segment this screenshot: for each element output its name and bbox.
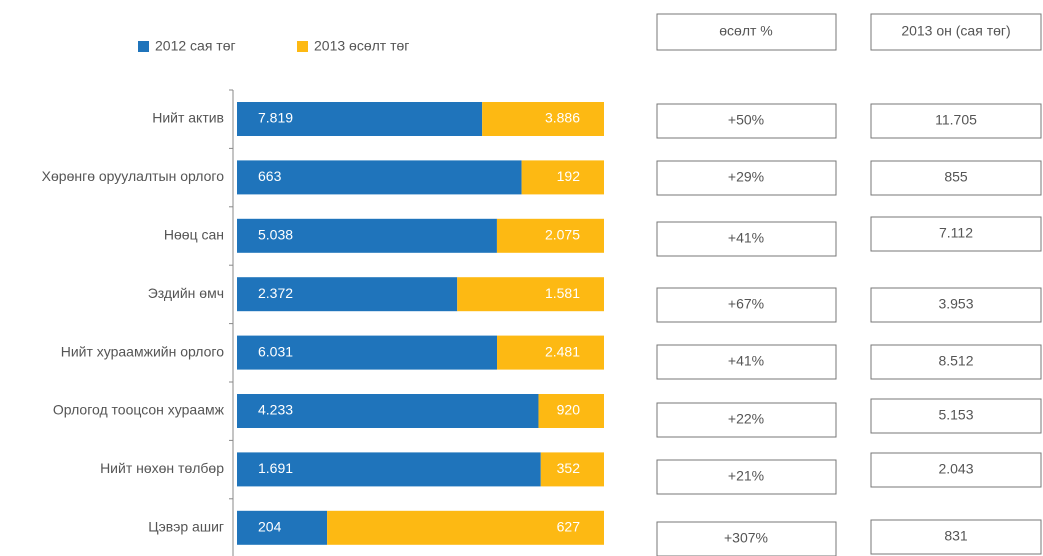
value-label: 5.038 [258, 227, 293, 243]
bar-segment [237, 160, 522, 195]
growth-box [656, 287, 837, 323]
category-label: Нөөц сан [164, 227, 224, 243]
value-label: 192 [557, 168, 581, 184]
total-box [870, 160, 1042, 196]
total-box [870, 398, 1042, 434]
total-value: 855 [944, 169, 968, 185]
value-label: 1.691 [258, 460, 293, 476]
bar-segment [497, 335, 604, 370]
growth-box [656, 402, 837, 438]
value-label: 920 [557, 402, 581, 418]
growth-value: +307% [724, 530, 768, 546]
bar-segment [496, 218, 604, 253]
legend-label: 2012 сая төг [155, 38, 236, 54]
total-header-box [870, 13, 1042, 51]
bar-segment [237, 335, 498, 370]
bar-segment [237, 277, 458, 312]
value-label: 2.075 [545, 227, 580, 243]
category-label: Цэвэр ашиг [148, 519, 224, 535]
bar-segment [540, 452, 604, 487]
total-box [870, 519, 1042, 555]
value-label: 3.886 [545, 110, 580, 126]
growth-box [656, 103, 837, 139]
total-value: 5.153 [938, 407, 973, 423]
total-value: 2.043 [938, 461, 973, 477]
bar-segment [237, 510, 328, 545]
growth-value: +41% [728, 353, 764, 369]
category-label: Нийт актив [152, 110, 224, 126]
growth-value: +21% [728, 468, 764, 484]
total-box [870, 452, 1042, 488]
value-label: 1.581 [545, 285, 580, 301]
total-value: 3.953 [938, 296, 973, 312]
bar-segment [237, 102, 483, 136]
total-box [870, 344, 1042, 380]
bar-segment [237, 394, 539, 428]
total-value: 831 [944, 528, 968, 544]
category-label: Нийт нөхөн төлбөр [100, 460, 224, 476]
growth-value: +22% [728, 411, 764, 427]
value-label: 4.233 [258, 402, 293, 418]
growth-box [656, 160, 837, 196]
growth-value: +50% [728, 112, 764, 128]
legend-swatch [297, 41, 308, 52]
growth-value: +41% [728, 230, 764, 246]
category-label: Эздийн өмч [148, 285, 224, 301]
growth-value: +29% [728, 169, 764, 185]
total-box [870, 103, 1042, 139]
growth-box [656, 459, 837, 495]
value-label: 352 [557, 460, 581, 476]
total-value: 11.705 [935, 112, 977, 128]
growth-box [656, 521, 837, 556]
category-label: Орлогод тооцсон хураамж [53, 402, 225, 418]
growth-header: өсөлт % [719, 23, 773, 39]
total-box [870, 216, 1042, 252]
value-label: 2.372 [258, 285, 293, 301]
bar-segment [327, 510, 604, 545]
value-label: 6.031 [258, 343, 293, 359]
bar-segment [538, 394, 604, 428]
total-box [870, 287, 1042, 323]
bar-segment [521, 160, 604, 195]
bar-segment [237, 452, 541, 487]
value-label: 204 [258, 519, 282, 535]
bar-segment [457, 277, 604, 312]
category-label: Хөрөнгө оруулалтын орлого [42, 168, 225, 184]
value-label: 2.481 [545, 343, 580, 359]
growth-box [656, 344, 837, 380]
total-value: 7.112 [939, 225, 973, 241]
value-label: 663 [258, 168, 282, 184]
total-header: 2013 он (сая төг) [901, 23, 1010, 39]
total-value: 8.512 [938, 353, 973, 369]
growth-box [656, 221, 837, 257]
growth-value: +67% [728, 296, 764, 312]
value-label: 627 [557, 519, 581, 535]
bar-segment [482, 102, 604, 136]
legend-label: 2013 өсөлт төг [314, 38, 409, 54]
bar-segment [237, 218, 497, 253]
legend-swatch [138, 41, 149, 52]
category-label: Нийт хураамжийн орлого [61, 343, 225, 359]
growth-header-box [656, 13, 837, 51]
value-label: 7.819 [258, 110, 293, 126]
